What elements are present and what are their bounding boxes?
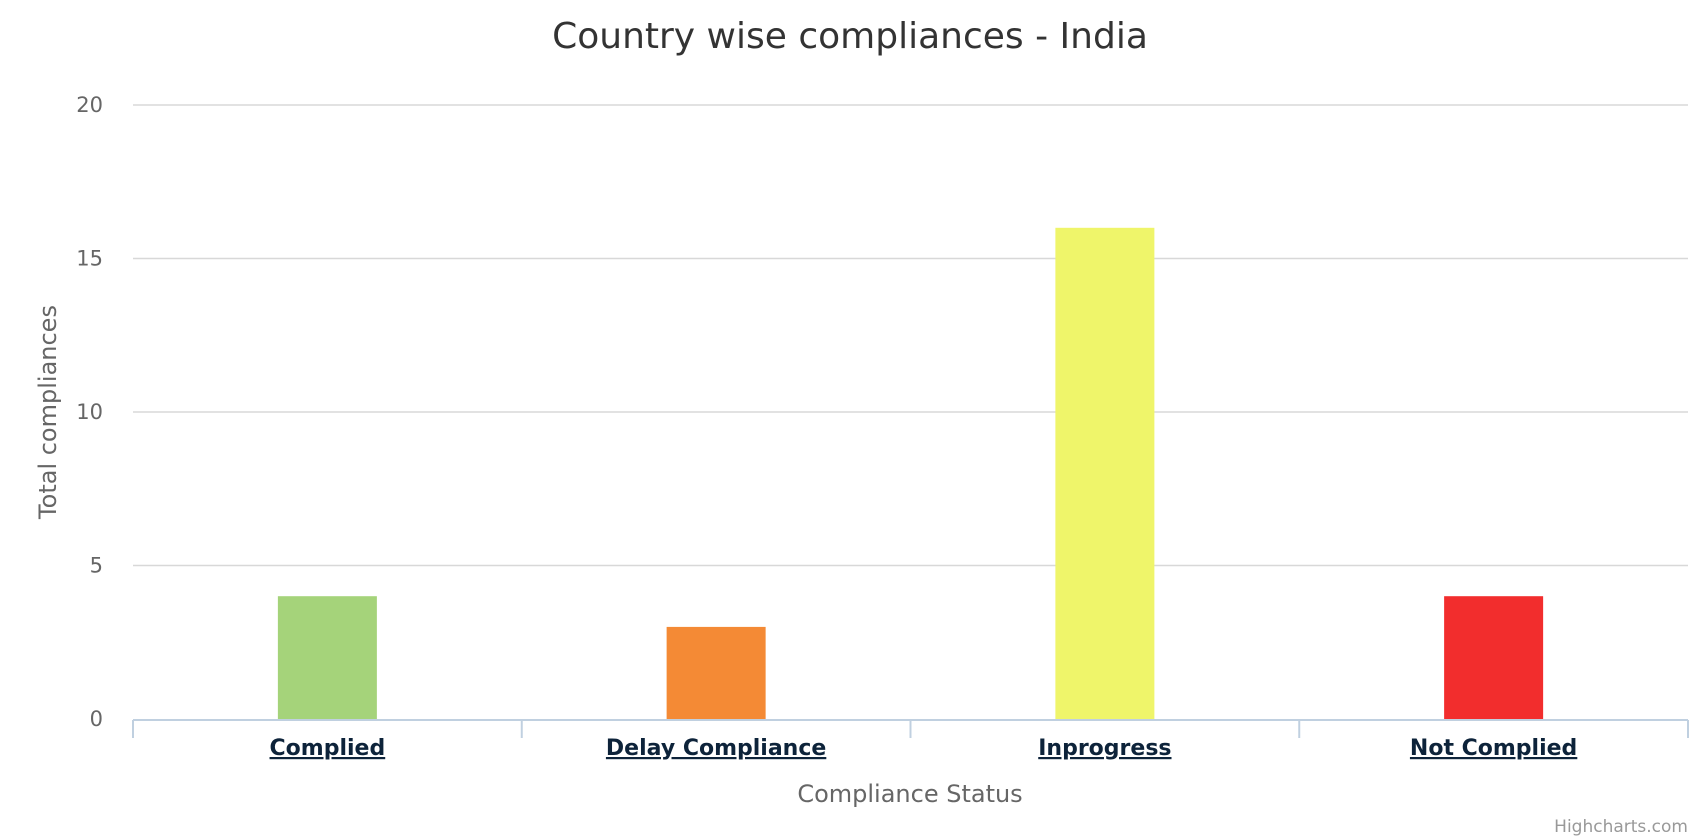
bar-complied[interactable] xyxy=(277,596,377,719)
y-tick-label: 0 xyxy=(90,707,103,731)
y-tick-label: 20 xyxy=(76,93,103,117)
x-category-label-inprogress[interactable]: Inprogress xyxy=(1038,736,1171,761)
y-axis-ticks: 0 5 10 15 20 xyxy=(76,93,103,731)
bars xyxy=(277,227,1544,720)
x-category-label-not-complied[interactable]: Not Complied xyxy=(1410,736,1577,761)
x-category-label-delay-compliance[interactable]: Delay Compliance xyxy=(606,736,826,761)
y-tick-label: 15 xyxy=(76,247,103,271)
bar-delay-compliance[interactable] xyxy=(666,626,766,719)
bar-inprogress[interactable] xyxy=(1055,227,1155,720)
y-tick-label: 5 xyxy=(90,554,103,578)
y-tick-label: 10 xyxy=(76,400,103,424)
x-axis-labels: Complied Delay Compliance Inprogress Not Co… xyxy=(270,736,1578,761)
bar-not-complied[interactable] xyxy=(1444,596,1544,719)
chart-title: Country wise compliances - India xyxy=(552,16,1148,57)
gridlines xyxy=(133,104,1688,567)
y-axis-title: Total compliances xyxy=(34,305,62,520)
x-axis-title: Compliance Status xyxy=(797,780,1022,808)
x-category-label-complied[interactable]: Complied xyxy=(270,736,386,761)
credits-link[interactable]: Highcharts.com xyxy=(1554,817,1688,837)
x-axis-tick-marks xyxy=(132,720,1689,738)
